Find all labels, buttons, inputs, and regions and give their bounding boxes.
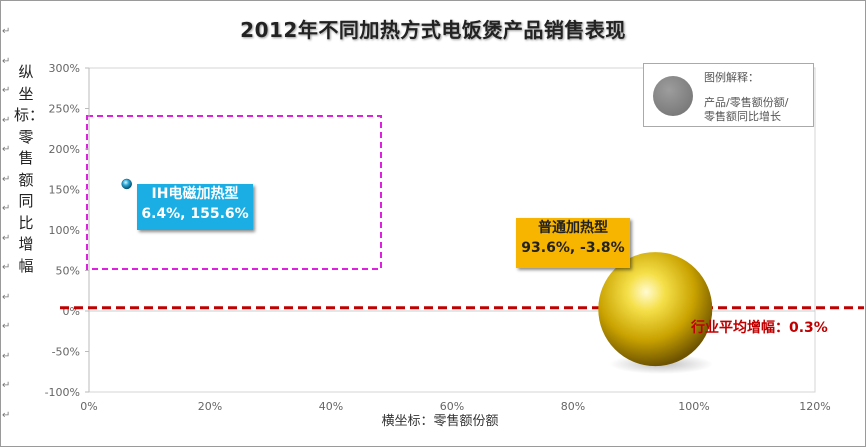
y-axis-label: 纵坐标：零售额同比增幅 xyxy=(14,63,45,275)
highlight-box xyxy=(86,115,382,270)
y-tick-label: 150% xyxy=(49,184,80,197)
paragraph-mark: ↵ xyxy=(2,85,11,96)
average-line-label: 行业平均增幅：0.3% xyxy=(691,320,828,336)
legend-line-1: 产品/零售额份额/ xyxy=(704,96,789,109)
legend: 图例解释： 产品/零售额份额/ 零售额同比增长 xyxy=(643,63,814,127)
y-tick-label: 250% xyxy=(49,103,80,116)
x-tick-label: 0% xyxy=(80,400,97,413)
paragraph-mark: ↵ xyxy=(2,55,11,67)
legend-line-2: 零售额同比增长 xyxy=(704,110,781,123)
paragraph-mark: ↵ xyxy=(2,232,11,244)
x-tick-label: 20% xyxy=(198,400,222,413)
paragraph-mark: ↵ xyxy=(2,173,11,185)
paragraph-mark: ↵ xyxy=(2,291,11,303)
callout-normal-value: 93.6%, -3.8% xyxy=(521,240,625,256)
callout-ih-value: 6.4%, 155.6% xyxy=(141,206,249,222)
paragraph-mark: ↵ xyxy=(2,409,11,421)
callout-normal: 普通加热型 93.6%, -3.8% xyxy=(516,218,630,268)
paragraph-mark: ↵ xyxy=(2,114,11,126)
paragraph-mark: ↵ xyxy=(2,321,11,332)
paragraph-mark: ↵ xyxy=(2,144,11,155)
paragraph-mark: ↵ xyxy=(2,262,11,273)
x-tick-label: 60% xyxy=(440,400,464,413)
x-tick-label: 100% xyxy=(678,400,709,413)
x-tick-label: 120% xyxy=(799,400,830,413)
bubble-ih-heating xyxy=(121,178,132,190)
legend-bubble-icon xyxy=(653,76,693,116)
x-tick-label: 80% xyxy=(561,400,585,413)
paragraph-mark: ↵ xyxy=(2,203,11,214)
chart-title: 2012年不同加热方式电饭煲产品销售表现 xyxy=(240,18,626,42)
x-tick-label: 40% xyxy=(319,400,343,413)
y-tick-label: 100% xyxy=(49,224,80,237)
y-tick-label: 50% xyxy=(56,265,80,278)
y-tick-label: -100% xyxy=(45,386,80,399)
paragraph-mark: ↵ xyxy=(2,350,11,362)
y-tick-label: 200% xyxy=(49,143,80,156)
callout-normal-name: 普通加热型 xyxy=(538,220,608,236)
y-tick-label: -50% xyxy=(52,346,80,359)
paragraph-mark: ↵ xyxy=(2,26,11,37)
legend-title: 图例解释： xyxy=(704,71,759,84)
callout-ih: IH电磁加热型 6.4%, 155.6% xyxy=(137,184,253,230)
y-tick-label: 300% xyxy=(49,62,80,75)
paragraph-mark: ↵ xyxy=(2,380,11,391)
bubble-normal-heating xyxy=(598,252,713,367)
legend-description: 产品/零售额份额/ 零售额同比增长 xyxy=(704,96,812,124)
x-axis-label: 横坐标：零售额份额 xyxy=(381,414,499,429)
callout-ih-name: IH电磁加热型 xyxy=(151,186,239,202)
